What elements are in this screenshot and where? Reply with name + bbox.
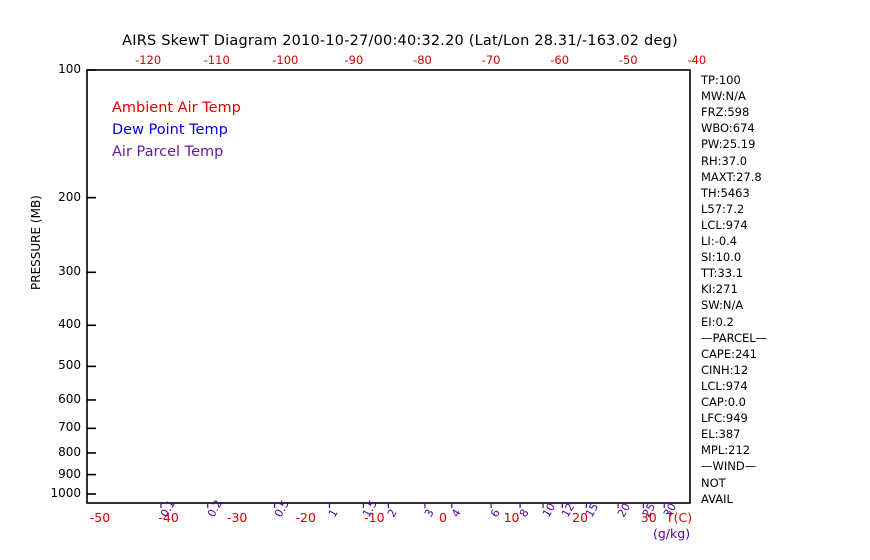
pressure-tick-700: 700 <box>58 420 81 435</box>
parameter-21: LFC:949 <box>701 411 748 426</box>
top-temp-tick--40: -40 <box>687 53 707 67</box>
parameter-26: AVAIL <box>701 491 733 506</box>
parameter-4: PW:25.19 <box>701 137 756 152</box>
bottom-temp-tick--50: -50 <box>89 510 111 525</box>
parameter-3: WBO:674 <box>701 121 755 136</box>
parameter-8: L57:7.2 <box>701 201 745 216</box>
parameter-23: MPL:212 <box>701 443 751 458</box>
pressure-tick-400: 400 <box>58 317 81 332</box>
parameter-2: FRZ:598 <box>701 105 750 120</box>
pressure-tick-1000: 1000 <box>50 486 81 500</box>
bottom-temp-tick--40: -40 <box>158 510 179 525</box>
mixing-axis-unit: (g/kg) <box>653 526 691 541</box>
parameter-11: SI:10.0 <box>701 250 742 265</box>
bottom-temp-tick--20: -20 <box>295 510 316 525</box>
pressure-tick-100: 100 <box>58 62 81 76</box>
top-temp-tick--80: -80 <box>413 53 432 67</box>
parameter-15: EI:0.2 <box>701 314 734 329</box>
top-temp-tick--50: -50 <box>618 53 638 67</box>
bottom-temp-tick-30: 30 <box>640 510 657 525</box>
parameter-13: KI:271 <box>701 282 738 297</box>
parameter-19: LCL:974 <box>701 378 748 393</box>
parameter-0: TP:100 <box>701 73 741 87</box>
parameter-18: CINH:12 <box>701 362 749 377</box>
legend-item-2: Air Parcel Temp <box>112 144 224 160</box>
parameter-6: MAXT:27.8 <box>701 169 762 184</box>
top-temp-tick--60: -60 <box>550 53 570 67</box>
bottom-temp-tick--30: -30 <box>226 510 248 525</box>
page-title: AIRS SkewT Diagram 2010-10-27/00:40:32.2… <box>122 33 678 49</box>
parameter-14: SW:N/A <box>701 298 744 313</box>
parameter-24: —WIND— <box>701 459 757 474</box>
parameter-9: LCL:974 <box>701 217 748 232</box>
top-temp-tick--100: -100 <box>272 53 299 67</box>
parameter-20: CAP:0.0 <box>701 395 746 409</box>
pressure-tick-200: 200 <box>58 189 81 204</box>
parameter-16: —PARCEL— <box>701 330 768 345</box>
legend-item-0: Ambient Air Temp <box>112 100 241 116</box>
bottom-temp-tick--10: -10 <box>364 510 385 525</box>
pressure-tick-300: 300 <box>58 264 81 279</box>
parameter-10: LI:-0.4 <box>701 234 738 248</box>
parameter-7: TH:5463 <box>701 185 750 200</box>
parameter-22: EL:387 <box>701 427 741 442</box>
top-temp-tick--110: -110 <box>203 53 230 67</box>
parameter-17: CAPE:241 <box>701 346 757 361</box>
pressure-tick-800: 800 <box>58 444 81 459</box>
parameter-5: RH:37.0 <box>701 153 748 168</box>
parameter-12: TT:33.1 <box>701 266 744 281</box>
bottom-temp-tick-20: 20 <box>572 510 589 525</box>
y-axis-label: PRESSURE (MB) <box>29 194 43 290</box>
pressure-tick-600: 600 <box>58 391 81 406</box>
top-temp-tick--90: -90 <box>344 53 364 67</box>
bottom-temp-tick-10: 10 <box>503 510 520 525</box>
pressure-tick-900: 900 <box>58 466 81 481</box>
temp-axis-unit: T(C) <box>666 510 693 525</box>
top-temp-tick--120: -120 <box>135 53 162 67</box>
parameter-25: NOT <box>701 475 726 490</box>
top-temp-tick--70: -70 <box>481 53 501 67</box>
bottom-temp-tick-0: 0 <box>438 510 447 525</box>
parameter-1: MW:N/A <box>701 89 746 104</box>
pressure-tick-500: 500 <box>58 358 81 373</box>
legend-item-1: Dew Point Temp <box>112 122 228 138</box>
